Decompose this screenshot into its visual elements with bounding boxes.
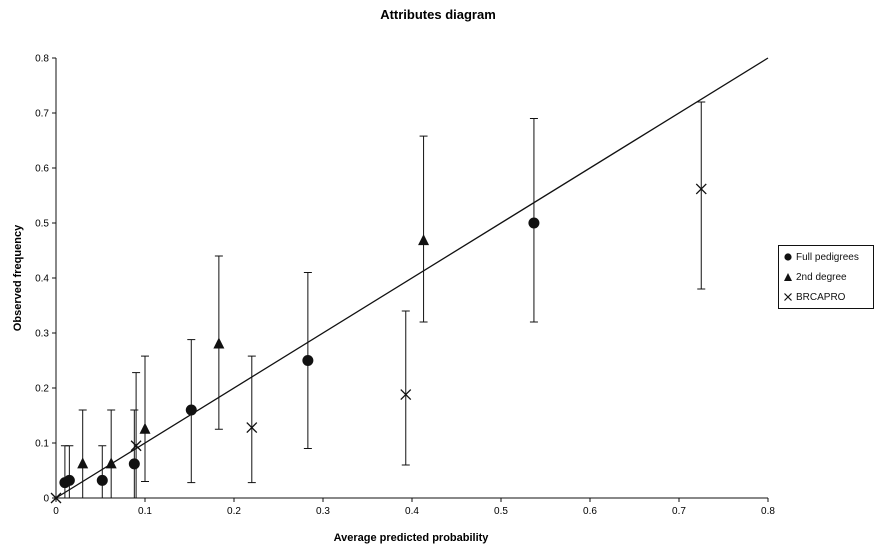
x-tick-label: 0.5	[494, 506, 508, 517]
full-pedigrees-point	[185, 404, 197, 416]
reference-line-layer	[55, 57, 769, 499]
x-tick-label: 0.4	[405, 506, 419, 517]
circle-marker-icon	[784, 253, 792, 261]
error-bar	[130, 409, 139, 499]
legend-label-full-pedigrees: Full pedigrees	[796, 251, 859, 263]
full-pedigrees-point	[528, 217, 540, 229]
brcapro-point	[246, 422, 258, 434]
y-tick-label: 0.3	[35, 329, 49, 340]
brcapro-point	[130, 440, 142, 452]
second-degree-point	[213, 337, 225, 349]
y-tick-label: 0.6	[35, 164, 49, 175]
y-tick-label: 0.5	[35, 219, 49, 230]
second-degree-point	[139, 422, 151, 434]
error-bar	[401, 310, 410, 466]
legend-item-full-pedigrees: Full pedigrees	[783, 249, 859, 265]
error-bar	[65, 445, 74, 499]
legend-item-brcapro: BRCAPRO	[783, 289, 845, 305]
triangle-marker-icon	[784, 273, 792, 281]
y-tick-label: 0.1	[35, 439, 49, 450]
y-tick-label: 0.8	[35, 54, 49, 65]
legend-label-brcapro: BRCAPRO	[796, 291, 846, 303]
error-bar	[419, 135, 428, 323]
full-pedigrees-point	[302, 355, 314, 366]
cross-marker-icon	[784, 293, 792, 301]
y-tick-label: 0	[43, 494, 49, 505]
legend-item-2nd-degree: 2nd degree	[783, 269, 847, 285]
error-bar	[78, 409, 87, 499]
x-tick-label: 0.7	[672, 506, 686, 517]
second-degree-point	[77, 457, 89, 469]
error-bars-layer	[60, 101, 706, 499]
second-degree-point	[105, 457, 117, 469]
second-degree-point	[418, 234, 430, 246]
x-tick-label: 0	[53, 506, 59, 517]
x-tick-label: 0.3	[316, 506, 330, 517]
x-axis-title: Average predicted probability	[334, 532, 490, 544]
x-tick-label: 0.1	[138, 506, 152, 517]
error-bar	[132, 372, 141, 499]
x-tick-label: 0.6	[583, 506, 597, 517]
error-bar	[247, 355, 256, 484]
y-axis-title: Observed frequency	[12, 224, 24, 331]
markers-layer	[50, 183, 707, 504]
error-bar	[107, 409, 116, 499]
y-tick-label: 0.4	[35, 274, 49, 285]
brcapro-point	[400, 389, 412, 401]
error-bar	[141, 355, 149, 482]
legend: Full pedigrees 2nd degree BRCAPRO	[778, 245, 874, 309]
chart-title: Attributes diagram	[380, 7, 496, 22]
brcapro-point	[50, 492, 62, 504]
full-pedigrees-point	[128, 458, 140, 470]
legend-label-2nd-degree: 2nd degree	[796, 271, 847, 283]
y-tick-label: 0.7	[35, 109, 49, 120]
perfect-calibration-line	[55, 57, 769, 499]
error-bar	[98, 445, 107, 499]
full-pedigrees-point	[63, 474, 75, 486]
axes: 0 0.1 0.2 0.3 0.4 0.5 0.6 0.7 0.8 0 0.1 0.2 0.3 0.4 0.…	[35, 54, 775, 518]
brcapro-point	[695, 183, 707, 195]
full-pedigrees-point	[96, 474, 108, 486]
y-tick-label: 0.2	[35, 384, 49, 395]
x-tick-label: 0.2	[227, 506, 241, 517]
x-tick-label: 0.8	[761, 506, 775, 517]
error-bar	[697, 101, 706, 290]
